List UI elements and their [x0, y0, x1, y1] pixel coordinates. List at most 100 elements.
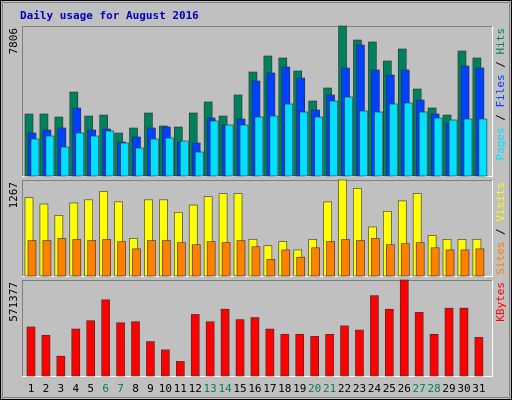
bar [146, 341, 155, 377]
bar [370, 295, 379, 377]
x-tick-label: 6 [102, 382, 109, 395]
bar [60, 146, 70, 177]
bar [463, 118, 473, 177]
y-tick-label: 1267 [7, 182, 20, 209]
x-tick-label: 11 [174, 382, 187, 395]
bar [251, 246, 261, 277]
x-tick-label: 18 [278, 382, 291, 395]
bar [444, 307, 454, 377]
legend: Sites / Visits [494, 182, 507, 275]
bar [341, 239, 350, 277]
bar [254, 116, 264, 177]
x-tick-label: 4 [72, 382, 79, 395]
x-tick-label: 5 [87, 382, 94, 395]
x-tick-label: 2 [43, 382, 50, 395]
x-tick-label: 23 [353, 382, 366, 395]
legend-entry: Hits [494, 28, 507, 55]
bar [194, 151, 204, 177]
x-tick-label: 9 [147, 382, 154, 395]
bar [150, 138, 159, 177]
legend-entry: Files [494, 74, 507, 107]
bar [120, 142, 129, 177]
bar [448, 119, 458, 177]
bar [165, 137, 174, 177]
y-tick-label: 7806 [7, 28, 20, 55]
bar [429, 333, 439, 377]
bar [224, 124, 234, 177]
bar [399, 279, 409, 377]
x-tick-label: 24 [368, 382, 382, 395]
bar [460, 249, 470, 277]
x-tick-label: 25 [383, 382, 396, 395]
bar [236, 240, 246, 277]
bar [177, 242, 186, 277]
bar [206, 241, 216, 277]
bar [105, 130, 114, 177]
x-tick-label: 13 [204, 382, 217, 395]
x-tick-label: 16 [248, 382, 261, 395]
bar [355, 329, 364, 377]
bar [102, 239, 111, 277]
x-tick-label: 14 [218, 382, 232, 395]
bar [269, 115, 279, 177]
bar [374, 111, 383, 177]
bar [180, 140, 189, 177]
x-tick-label: 20 [308, 382, 321, 395]
x-tick-label: 27 [413, 382, 426, 395]
bar [190, 314, 200, 377]
x-tick-label: 15 [233, 382, 246, 395]
bar [475, 248, 485, 277]
bar [132, 248, 141, 277]
x-tick-label: 7 [117, 382, 124, 395]
bar [371, 238, 380, 277]
legend-entry: Pages [494, 127, 507, 160]
bar [162, 240, 171, 277]
bar [239, 124, 249, 177]
x-tick-label: 12 [189, 382, 202, 395]
x-tick-label: 29 [442, 382, 455, 395]
bar [45, 135, 55, 177]
bar [56, 355, 66, 377]
bar [281, 249, 291, 277]
bar [221, 242, 231, 277]
bar [205, 321, 215, 377]
bar [326, 241, 335, 277]
bar [474, 337, 484, 377]
bar [403, 102, 413, 177]
x-tick-label: 17 [263, 382, 276, 395]
bar [340, 325, 349, 377]
x-tick-label: 1 [28, 382, 35, 395]
bar [135, 147, 144, 177]
legend-separator: / [494, 108, 507, 128]
bar [72, 239, 82, 277]
bar [265, 328, 275, 377]
x-tick-label: 26 [398, 382, 411, 395]
bar [296, 256, 306, 277]
bar [131, 321, 140, 377]
bar [445, 249, 455, 277]
bar [311, 247, 320, 277]
bar [116, 322, 125, 377]
bar [280, 333, 290, 377]
bar [299, 111, 309, 177]
bar [30, 138, 40, 177]
bar [385, 308, 394, 377]
legend: KBytes [494, 282, 507, 322]
legend-separator: / [494, 55, 507, 75]
bar [147, 240, 156, 277]
bar [414, 312, 424, 377]
bar [295, 333, 305, 377]
bar [415, 242, 425, 277]
bar [433, 117, 443, 177]
bar [42, 240, 52, 277]
bar [235, 319, 245, 377]
bar [27, 240, 37, 277]
bar [400, 243, 410, 277]
x-tick-label: 30 [457, 382, 470, 395]
bar [356, 240, 365, 277]
bar [359, 110, 368, 177]
bar [344, 96, 353, 177]
x-tick-label: 19 [293, 382, 306, 395]
bar [41, 335, 51, 377]
x-tick-label: 21 [323, 382, 336, 395]
